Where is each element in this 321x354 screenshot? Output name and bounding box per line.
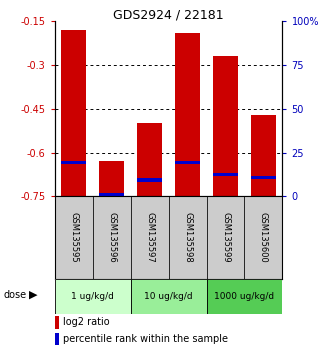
Text: GSM135600: GSM135600 <box>259 212 268 263</box>
Bar <box>137 178 162 182</box>
Text: dose: dose <box>3 290 26 300</box>
Text: GSM135599: GSM135599 <box>221 212 230 263</box>
Bar <box>251 115 276 196</box>
Bar <box>55 333 59 345</box>
Bar <box>131 196 169 279</box>
Text: GSM135597: GSM135597 <box>145 212 154 263</box>
Bar <box>175 161 200 165</box>
Bar <box>251 176 276 179</box>
Bar <box>55 196 92 279</box>
Bar <box>213 56 238 196</box>
Text: percentile rank within the sample: percentile rank within the sample <box>63 334 228 344</box>
Bar <box>55 279 131 314</box>
Text: GSM135595: GSM135595 <box>69 212 78 263</box>
Bar <box>131 279 206 314</box>
Title: GDS2924 / 22181: GDS2924 / 22181 <box>113 8 224 21</box>
Bar <box>92 196 131 279</box>
Text: GSM135598: GSM135598 <box>183 212 192 263</box>
Bar <box>99 161 124 196</box>
Bar <box>206 196 245 279</box>
Bar <box>169 196 206 279</box>
Bar <box>99 193 124 196</box>
Text: 1000 ug/kg/d: 1000 ug/kg/d <box>214 292 274 301</box>
Text: 10 ug/kg/d: 10 ug/kg/d <box>144 292 193 301</box>
Bar <box>245 196 282 279</box>
Text: ▶: ▶ <box>29 290 37 300</box>
Bar <box>213 173 238 176</box>
Bar <box>137 123 162 196</box>
Bar <box>61 161 86 165</box>
Bar <box>61 30 86 196</box>
Bar <box>175 33 200 196</box>
Text: 1 ug/kg/d: 1 ug/kg/d <box>71 292 114 301</box>
Text: log2 ratio: log2 ratio <box>63 318 110 327</box>
Text: GSM135596: GSM135596 <box>107 212 116 263</box>
Bar <box>55 316 59 329</box>
Bar <box>206 279 282 314</box>
